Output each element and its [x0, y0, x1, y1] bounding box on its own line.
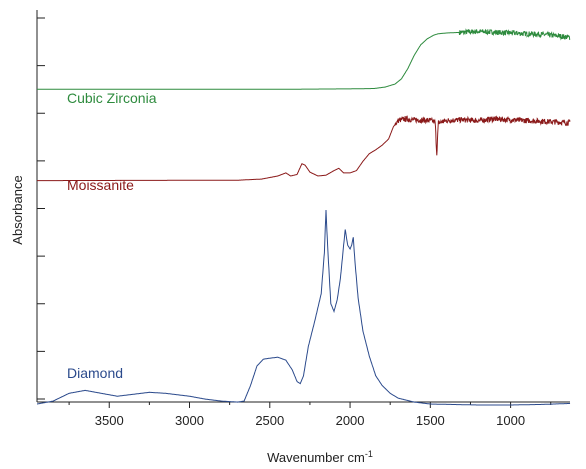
x-tick-label: 2500: [255, 413, 284, 428]
x-tick-label: 1000: [496, 413, 525, 428]
x-axis-title-text: Wavenumber cm: [267, 450, 365, 465]
axes: 3500 3000 2500 2000 1500 1000: [36, 10, 570, 428]
y-axis-title: Absorbance: [10, 175, 25, 244]
series-lines: [37, 28, 571, 406]
x-tick-label: 3500: [95, 413, 124, 428]
series-label-diamond: Diamond: [67, 365, 123, 381]
series-labels: Cubic Zirconia Moissanite Diamond: [67, 90, 157, 381]
x-axis-title: Wavenumber cm-1: [267, 449, 373, 465]
x-tick-label: 2000: [336, 413, 365, 428]
series-label-cubic-zirconia: Cubic Zirconia: [67, 90, 157, 106]
series-line-moissanite: [37, 115, 571, 182]
series-label-moissanite: Moissanite: [67, 177, 134, 193]
series-line-diamond: [37, 209, 571, 406]
x-tick-label: 3000: [175, 413, 204, 428]
series-line-cubic-zirconia: [37, 28, 571, 90]
x-tick-label: 1500: [416, 413, 445, 428]
x-axis-title-superscript: -1: [365, 449, 373, 459]
